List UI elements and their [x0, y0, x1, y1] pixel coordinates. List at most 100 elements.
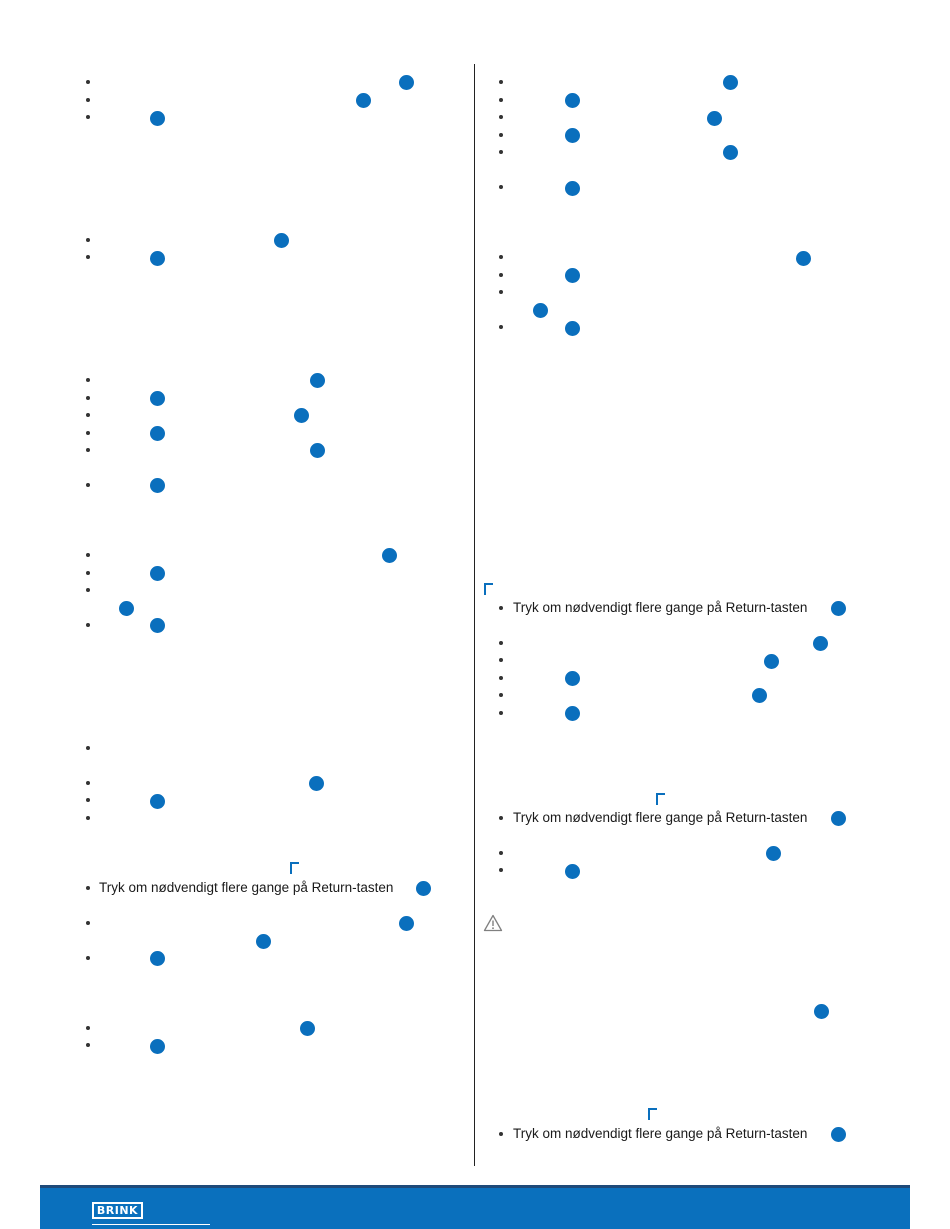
step-marker-icon: [150, 111, 165, 126]
brand-logo: BRINK: [92, 1202, 143, 1219]
bullet-icon: [499, 851, 503, 855]
step-marker-icon: [813, 636, 828, 651]
return-key-icon: [656, 793, 665, 805]
bullet-icon: [86, 1026, 90, 1030]
bullet-icon: [499, 325, 503, 329]
step-marker-icon: [309, 776, 324, 791]
step-marker-icon: [150, 618, 165, 633]
step-marker-icon: [831, 1127, 846, 1142]
bullet-icon: [499, 185, 503, 189]
bullet-icon: [499, 98, 503, 102]
bullet-icon: [86, 483, 90, 487]
bullet-icon: [86, 921, 90, 925]
step-marker-icon: [274, 233, 289, 248]
step-marker-icon: [565, 321, 580, 336]
return-key-icon: [290, 862, 299, 874]
step-marker-icon: [150, 951, 165, 966]
step-marker-icon: [565, 181, 580, 196]
bullet-icon: [86, 1043, 90, 1047]
step-marker-icon: [150, 566, 165, 581]
warning-icon: [483, 914, 503, 932]
bullet-icon: [499, 290, 503, 294]
bullet-icon: [86, 886, 90, 890]
return-key-icon: [648, 1108, 657, 1120]
step-marker-icon: [723, 145, 738, 160]
step-marker-icon: [150, 1039, 165, 1054]
bullet-icon: [86, 623, 90, 627]
bullet-icon: [86, 115, 90, 119]
step-marker-icon: [119, 601, 134, 616]
step-marker-icon: [150, 478, 165, 493]
step-marker-icon: [399, 75, 414, 90]
step-marker-icon: [150, 391, 165, 406]
step-marker-icon: [533, 303, 548, 318]
bullet-icon: [499, 150, 503, 154]
step-marker-icon: [565, 706, 580, 721]
step-marker-icon: [707, 111, 722, 126]
bullet-icon: [499, 693, 503, 697]
step-marker-icon: [766, 846, 781, 861]
step-marker-icon: [565, 93, 580, 108]
bullet-icon: [86, 448, 90, 452]
step-marker-icon: [565, 671, 580, 686]
step-marker-icon: [382, 548, 397, 563]
bullet-icon: [86, 378, 90, 382]
bullet-icon: [499, 676, 503, 680]
bullet-icon: [86, 781, 90, 785]
step-marker-icon: [764, 654, 779, 669]
instruction-text: Tryk om nødvendigt flere gange på Return…: [513, 600, 808, 615]
step-marker-icon: [256, 934, 271, 949]
bullet-icon: [499, 641, 503, 645]
bullet-icon: [86, 588, 90, 592]
bullet-icon: [499, 255, 503, 259]
bullet-icon: [86, 746, 90, 750]
bullet-icon: [86, 553, 90, 557]
bullet-icon: [499, 273, 503, 277]
step-marker-icon: [399, 916, 414, 931]
step-marker-icon: [356, 93, 371, 108]
step-marker-icon: [796, 251, 811, 266]
step-marker-icon: [814, 1004, 829, 1019]
bullet-icon: [86, 98, 90, 102]
instruction-text: Tryk om nødvendigt flere gange på Return…: [513, 1126, 808, 1141]
bullet-icon: [499, 1132, 503, 1136]
bullet-icon: [86, 798, 90, 802]
bullet-icon: [86, 238, 90, 242]
bullet-icon: [499, 80, 503, 84]
step-marker-icon: [150, 426, 165, 441]
bullet-icon: [86, 413, 90, 417]
bullet-icon: [86, 956, 90, 960]
bullet-icon: [86, 816, 90, 820]
step-marker-icon: [310, 373, 325, 388]
column-divider: [474, 64, 475, 1166]
bullet-icon: [86, 80, 90, 84]
bullet-icon: [499, 658, 503, 662]
step-marker-icon: [150, 794, 165, 809]
return-key-icon: [484, 583, 493, 595]
bullet-icon: [499, 868, 503, 872]
bullet-icon: [499, 133, 503, 137]
bullet-icon: [86, 571, 90, 575]
step-marker-icon: [300, 1021, 315, 1036]
step-marker-icon: [723, 75, 738, 90]
instruction-text: Tryk om nødvendigt flere gange på Return…: [513, 810, 808, 825]
step-marker-icon: [831, 601, 846, 616]
step-marker-icon: [831, 811, 846, 826]
step-marker-icon: [416, 881, 431, 896]
bullet-icon: [86, 431, 90, 435]
logo-underline: [92, 1224, 210, 1225]
bullet-icon: [86, 255, 90, 259]
bullet-icon: [499, 115, 503, 119]
footer-bar: BRINK: [40, 1185, 910, 1229]
step-marker-icon: [565, 128, 580, 143]
bullet-icon: [86, 396, 90, 400]
bullet-icon: [499, 606, 503, 610]
instruction-text: Tryk om nødvendigt flere gange på Return…: [99, 880, 394, 895]
step-marker-icon: [752, 688, 767, 703]
brand-logo-text: BRINK: [96, 1204, 139, 1217]
step-marker-icon: [565, 268, 580, 283]
bullet-icon: [499, 816, 503, 820]
step-marker-icon: [310, 443, 325, 458]
step-marker-icon: [150, 251, 165, 266]
step-marker-icon: [294, 408, 309, 423]
